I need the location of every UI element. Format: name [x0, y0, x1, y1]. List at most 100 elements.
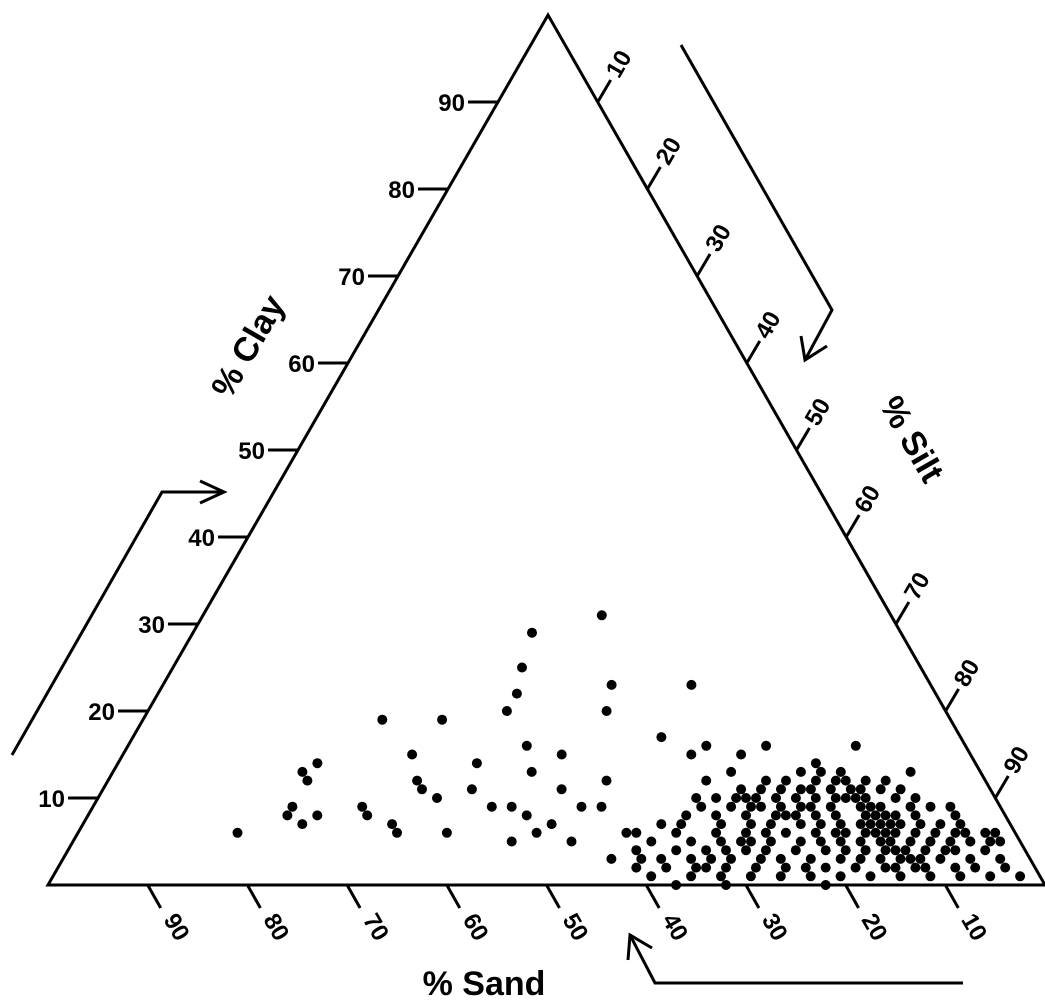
silt-tick-label: 60: [849, 481, 886, 518]
data-point: [432, 793, 442, 803]
data-point: [870, 827, 881, 838]
data-point: [621, 827, 632, 838]
data-point: [721, 845, 731, 856]
data-point: [855, 853, 866, 864]
data-point: [795, 784, 806, 795]
data-point: [596, 801, 607, 812]
data-point: [312, 810, 323, 821]
sand-tick-80: [246, 884, 262, 909]
data-point: [441, 827, 452, 838]
data-point: [377, 714, 388, 725]
data-point: [835, 819, 846, 830]
data-point: [850, 793, 861, 803]
data-point: [920, 845, 931, 856]
data-point: [855, 819, 866, 830]
data-point: [761, 775, 771, 786]
data-point: [741, 827, 751, 838]
data-point: [606, 679, 617, 690]
sand-tick-30: [744, 884, 761, 909]
data-point: [601, 775, 612, 786]
clay-tick-label: 30: [138, 612, 165, 639]
data-point: [701, 845, 712, 856]
data-point: [511, 688, 522, 699]
data-point: [232, 827, 243, 838]
data-point: [775, 871, 786, 882]
sand-tick-90: [146, 884, 163, 909]
silt-tick-40: [745, 340, 762, 364]
data-point: [741, 810, 751, 821]
data-point: [880, 827, 891, 838]
data-point: [741, 845, 751, 856]
data-point: [875, 801, 886, 812]
data-point: [721, 880, 731, 890]
data-point: [805, 784, 816, 795]
sand-tick-label: 10: [955, 909, 992, 946]
data-point: [357, 801, 368, 812]
data-point: [795, 819, 806, 830]
data-point: [661, 862, 672, 873]
data-point: [945, 801, 956, 812]
data-point: [686, 679, 697, 690]
data-point: [830, 775, 841, 786]
data-point: [825, 801, 836, 812]
data-point: [935, 853, 946, 864]
silt-tick-10: [596, 79, 612, 103]
data-point: [392, 827, 402, 838]
data-point: [501, 706, 512, 716]
data-point: [656, 819, 667, 830]
data-point: [566, 836, 577, 847]
data-point: [925, 801, 936, 812]
data-point: [716, 836, 726, 847]
data-point: [755, 853, 766, 864]
data-point: [895, 819, 906, 830]
data-point: [756, 801, 766, 812]
data-point: [795, 801, 806, 812]
data-point: [970, 862, 981, 873]
data-point: [302, 775, 313, 786]
silt-direction-arrow-icon: [679, 44, 834, 363]
data-point: [910, 827, 921, 838]
data-point: [860, 793, 871, 803]
data-point: [815, 819, 826, 830]
data-point: [781, 775, 791, 786]
data-point: [950, 862, 961, 873]
data-point: [636, 853, 647, 864]
data-point: [546, 819, 557, 830]
data-points: [232, 610, 1026, 890]
data-point: [910, 862, 921, 873]
data-point: [830, 810, 841, 821]
tick-marks: [68, 79, 1010, 909]
silt-tick-50: [795, 427, 811, 451]
data-point: [631, 862, 642, 873]
data-point: [805, 871, 816, 882]
data-point: [731, 793, 742, 803]
data-point: [716, 871, 726, 882]
silt-tick-label: 10: [601, 46, 638, 83]
data-point: [945, 836, 956, 847]
data-point: [870, 810, 881, 821]
data-point: [686, 853, 697, 864]
sand-tick-label: 70: [357, 909, 394, 946]
data-point: [935, 819, 946, 830]
data-point: [905, 836, 916, 847]
data-point: [810, 827, 821, 838]
silt-tick-label: 20: [651, 133, 688, 170]
data-point: [706, 853, 717, 864]
silt-tick-label: 90: [998, 742, 1035, 779]
data-point: [556, 749, 567, 760]
data-point: [686, 871, 697, 882]
data-point: [995, 836, 1006, 847]
data-point: [840, 845, 851, 856]
data-point: [701, 862, 712, 873]
data-point: [855, 784, 866, 795]
data-point: [895, 853, 906, 864]
data-point: [850, 862, 861, 873]
data-point: [282, 810, 293, 821]
data-point: [746, 801, 756, 812]
data-point: [751, 793, 761, 803]
data-point: [855, 801, 866, 812]
data-point: [756, 784, 766, 795]
data-point: [746, 836, 756, 847]
data-point: [696, 801, 707, 812]
data-point: [860, 845, 871, 856]
